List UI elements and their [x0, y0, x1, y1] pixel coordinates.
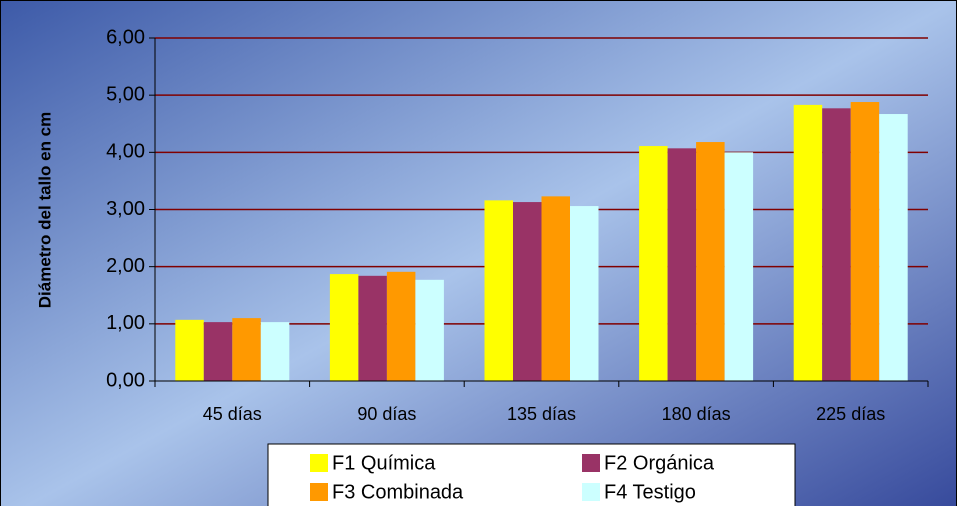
bar: [667, 148, 697, 381]
y-tick-label: 2,00: [106, 255, 145, 277]
y-tick-label: 4,00: [106, 141, 145, 163]
bar: [850, 102, 880, 381]
x-tick-label: 45 días: [203, 404, 262, 424]
legend: [267, 443, 796, 511]
bar: [386, 271, 416, 381]
bar: [822, 108, 851, 381]
bar: [570, 206, 599, 381]
x-tick-label: 135 días: [507, 404, 576, 424]
bar: [696, 142, 725, 381]
bar: [329, 274, 359, 381]
legend-label: F3 Combinada: [332, 481, 464, 503]
x-tick-label: 90 días: [357, 404, 416, 424]
legend-label: F4 Testigo: [604, 481, 696, 503]
bar: [203, 322, 233, 381]
bar: [232, 318, 261, 381]
bar: [541, 196, 570, 381]
y-tick-label: 3,00: [106, 198, 145, 220]
bar: [639, 146, 668, 381]
x-tick-label: 180 días: [662, 404, 731, 424]
bar: [358, 275, 387, 381]
bar: [879, 114, 908, 381]
y-tick-label: 1,00: [106, 312, 145, 334]
legend-swatch: [582, 454, 600, 472]
y-tick-label: 5,00: [106, 83, 145, 105]
bar: [793, 104, 823, 381]
legend-swatch: [310, 454, 328, 472]
legend-swatch: [310, 483, 328, 501]
y-tick-label: 0,00: [106, 369, 145, 391]
x-tick-label: 225 días: [816, 404, 885, 424]
legend-label: F1 Química: [332, 452, 436, 474]
bar: [513, 202, 542, 381]
bar: [484, 200, 513, 381]
legend-label: F2 Orgánica: [604, 452, 715, 474]
bar: [415, 279, 444, 381]
bar: [260, 322, 290, 381]
bar: [175, 319, 204, 381]
legend-swatch: [582, 483, 600, 501]
y-axis-label: Diámetro del tallo en cm: [35, 112, 54, 309]
bar: [724, 152, 754, 381]
y-tick-label: 6,00: [106, 26, 145, 48]
